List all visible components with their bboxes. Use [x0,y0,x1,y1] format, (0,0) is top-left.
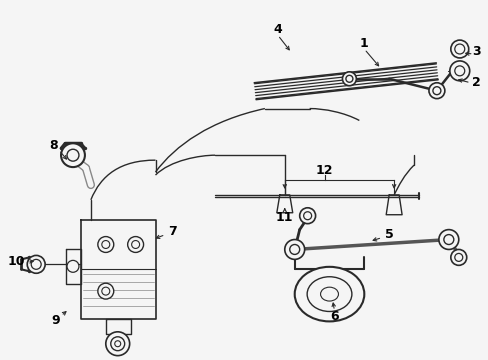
Circle shape [105,332,129,356]
Circle shape [454,253,462,261]
Circle shape [289,244,299,255]
Circle shape [131,240,139,248]
Ellipse shape [294,267,364,321]
Circle shape [67,149,79,161]
Circle shape [111,337,124,351]
Circle shape [67,260,79,272]
Circle shape [450,40,468,58]
Ellipse shape [342,72,356,86]
Ellipse shape [306,277,351,311]
Circle shape [102,287,109,295]
Text: 4: 4 [273,23,282,36]
Ellipse shape [320,287,338,301]
Circle shape [438,230,458,249]
Text: 7: 7 [168,225,177,238]
Text: 8: 8 [49,139,57,152]
Circle shape [61,143,85,167]
Circle shape [284,239,304,260]
Circle shape [127,237,143,252]
Circle shape [303,212,311,220]
Text: 3: 3 [471,45,480,58]
Text: 9: 9 [52,314,60,327]
Circle shape [454,66,464,76]
Circle shape [299,208,315,224]
Circle shape [115,341,121,347]
Circle shape [98,237,114,252]
Circle shape [450,249,466,265]
Text: 2: 2 [471,76,480,89]
Text: 5: 5 [384,228,393,241]
Circle shape [443,235,453,244]
Circle shape [432,87,440,95]
Text: 11: 11 [275,211,293,224]
Ellipse shape [345,75,352,82]
Text: 12: 12 [315,163,333,176]
Circle shape [98,283,114,299]
Circle shape [454,44,464,54]
Text: 6: 6 [329,310,338,323]
Text: 1: 1 [359,37,368,50]
Circle shape [102,240,109,248]
Circle shape [31,260,41,269]
Circle shape [428,83,444,99]
Text: 10: 10 [7,255,25,268]
Circle shape [27,255,45,273]
Circle shape [449,61,469,81]
